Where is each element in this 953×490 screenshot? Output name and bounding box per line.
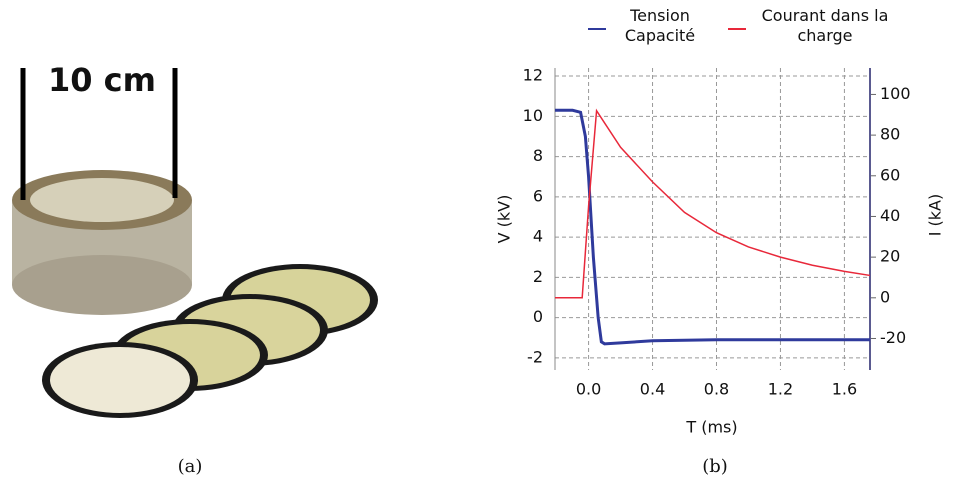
y2-tick-label: 40 [880, 206, 900, 225]
photo: 10 cm [12, 61, 378, 418]
y2-tick-label: -20 [880, 328, 906, 347]
series-line [555, 108, 870, 346]
y2-tick-label: 80 [880, 125, 900, 144]
y2-tick-label: 100 [880, 84, 911, 103]
y-tick-label: 0 [533, 307, 543, 326]
legend-swatch [728, 28, 746, 30]
x-axis-label: T (ms) [685, 418, 737, 437]
x-tick-label: 0.4 [640, 380, 665, 399]
x-tick-label: 1.6 [832, 380, 857, 399]
y2-axis-label: I (kA) [926, 194, 945, 237]
caption: (a) [178, 456, 203, 477]
legend-label: Courant dans la charge [761, 6, 889, 45]
y-tick-label: 6 [533, 186, 543, 205]
y-tick-label: 8 [533, 146, 543, 165]
x-tick-label: 1.2 [768, 380, 793, 399]
legend-swatch [588, 28, 606, 30]
x-tick-label: 0.8 [704, 380, 729, 399]
y-axis-label: V (kV) [495, 195, 514, 244]
y2-tick-label: 0 [880, 287, 890, 306]
y2-tick-label: 60 [880, 165, 900, 184]
y2-tick-label: 20 [880, 247, 900, 266]
caption: (b) [702, 456, 728, 477]
series-line [555, 108, 871, 299]
legend-label: Tension Capacité [624, 6, 696, 45]
y-tick-label: 10 [523, 106, 543, 125]
y-tick-label: -2 [527, 347, 543, 366]
y-tick-label: 4 [533, 227, 543, 246]
y-tick-label: 12 [523, 66, 543, 85]
x-tick-label: 0.0 [576, 380, 601, 399]
scale-label: 10 cm [48, 61, 156, 99]
y-tick-label: 2 [533, 267, 543, 286]
